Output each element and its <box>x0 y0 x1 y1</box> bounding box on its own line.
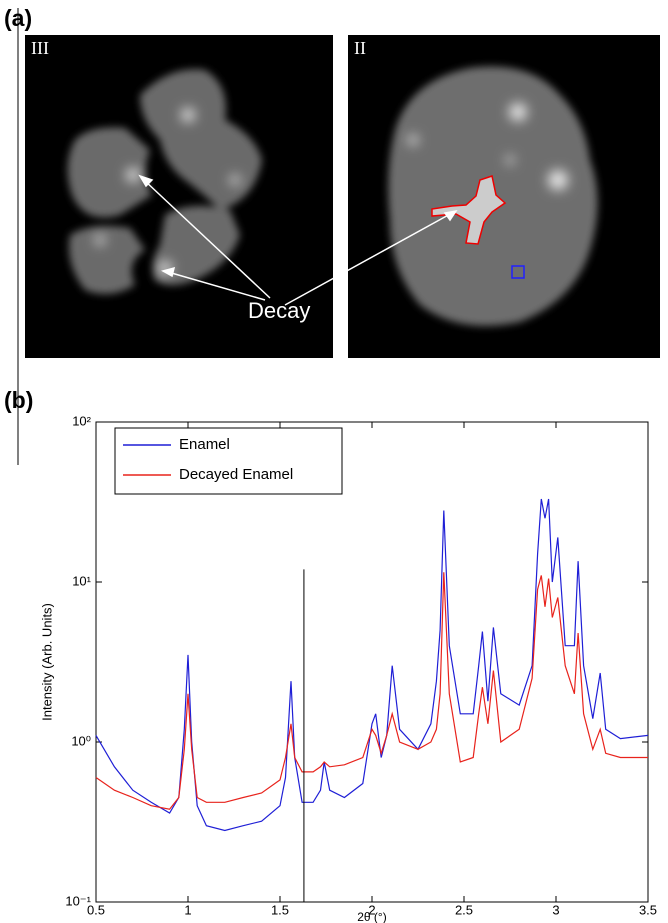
y-tick-label: 10² <box>72 413 91 428</box>
x-tick-label: 1.5 <box>271 902 289 917</box>
x-tick-label: 0.5 <box>87 902 105 917</box>
annotation: Decay <box>248 298 310 323</box>
data-line <box>95 498 649 832</box>
legend <box>114 427 343 495</box>
image-ii: II <box>348 35 660 358</box>
decay-arrows <box>138 174 458 306</box>
x-tick-label: 2.5 <box>455 902 473 917</box>
y-tick-label: 10⁻¹ <box>65 893 91 908</box>
x-axis-label: 2θ (°) <box>357 910 386 923</box>
x-tick-label: 3 <box>552 902 559 917</box>
x-tick-label: 1 <box>184 902 191 917</box>
y-tick-label: 10¹ <box>72 573 91 588</box>
image-label: III <box>31 38 49 58</box>
panel-label: (a) <box>4 5 32 31</box>
image-iii: III <box>25 35 333 358</box>
data-line <box>95 572 648 810</box>
image-label: II <box>354 38 366 58</box>
y-axis-label: Intensity (Arb. Units) <box>39 603 54 721</box>
x-tick-label: 2 <box>368 902 375 917</box>
y-tick-label: 10⁰ <box>71 733 91 748</box>
legend-label: Decayed Enamel <box>179 466 293 483</box>
x-tick-label: 3.5 <box>639 902 657 917</box>
panel-label: (b) <box>4 387 33 413</box>
chart: 0.5 1 1.5 2 2.5 3 3.5 10⁻¹ 10⁰ 10¹ 10² 2θ (°) Intens… <box>39 413 657 923</box>
legend-label: Enamel <box>179 436 230 453</box>
